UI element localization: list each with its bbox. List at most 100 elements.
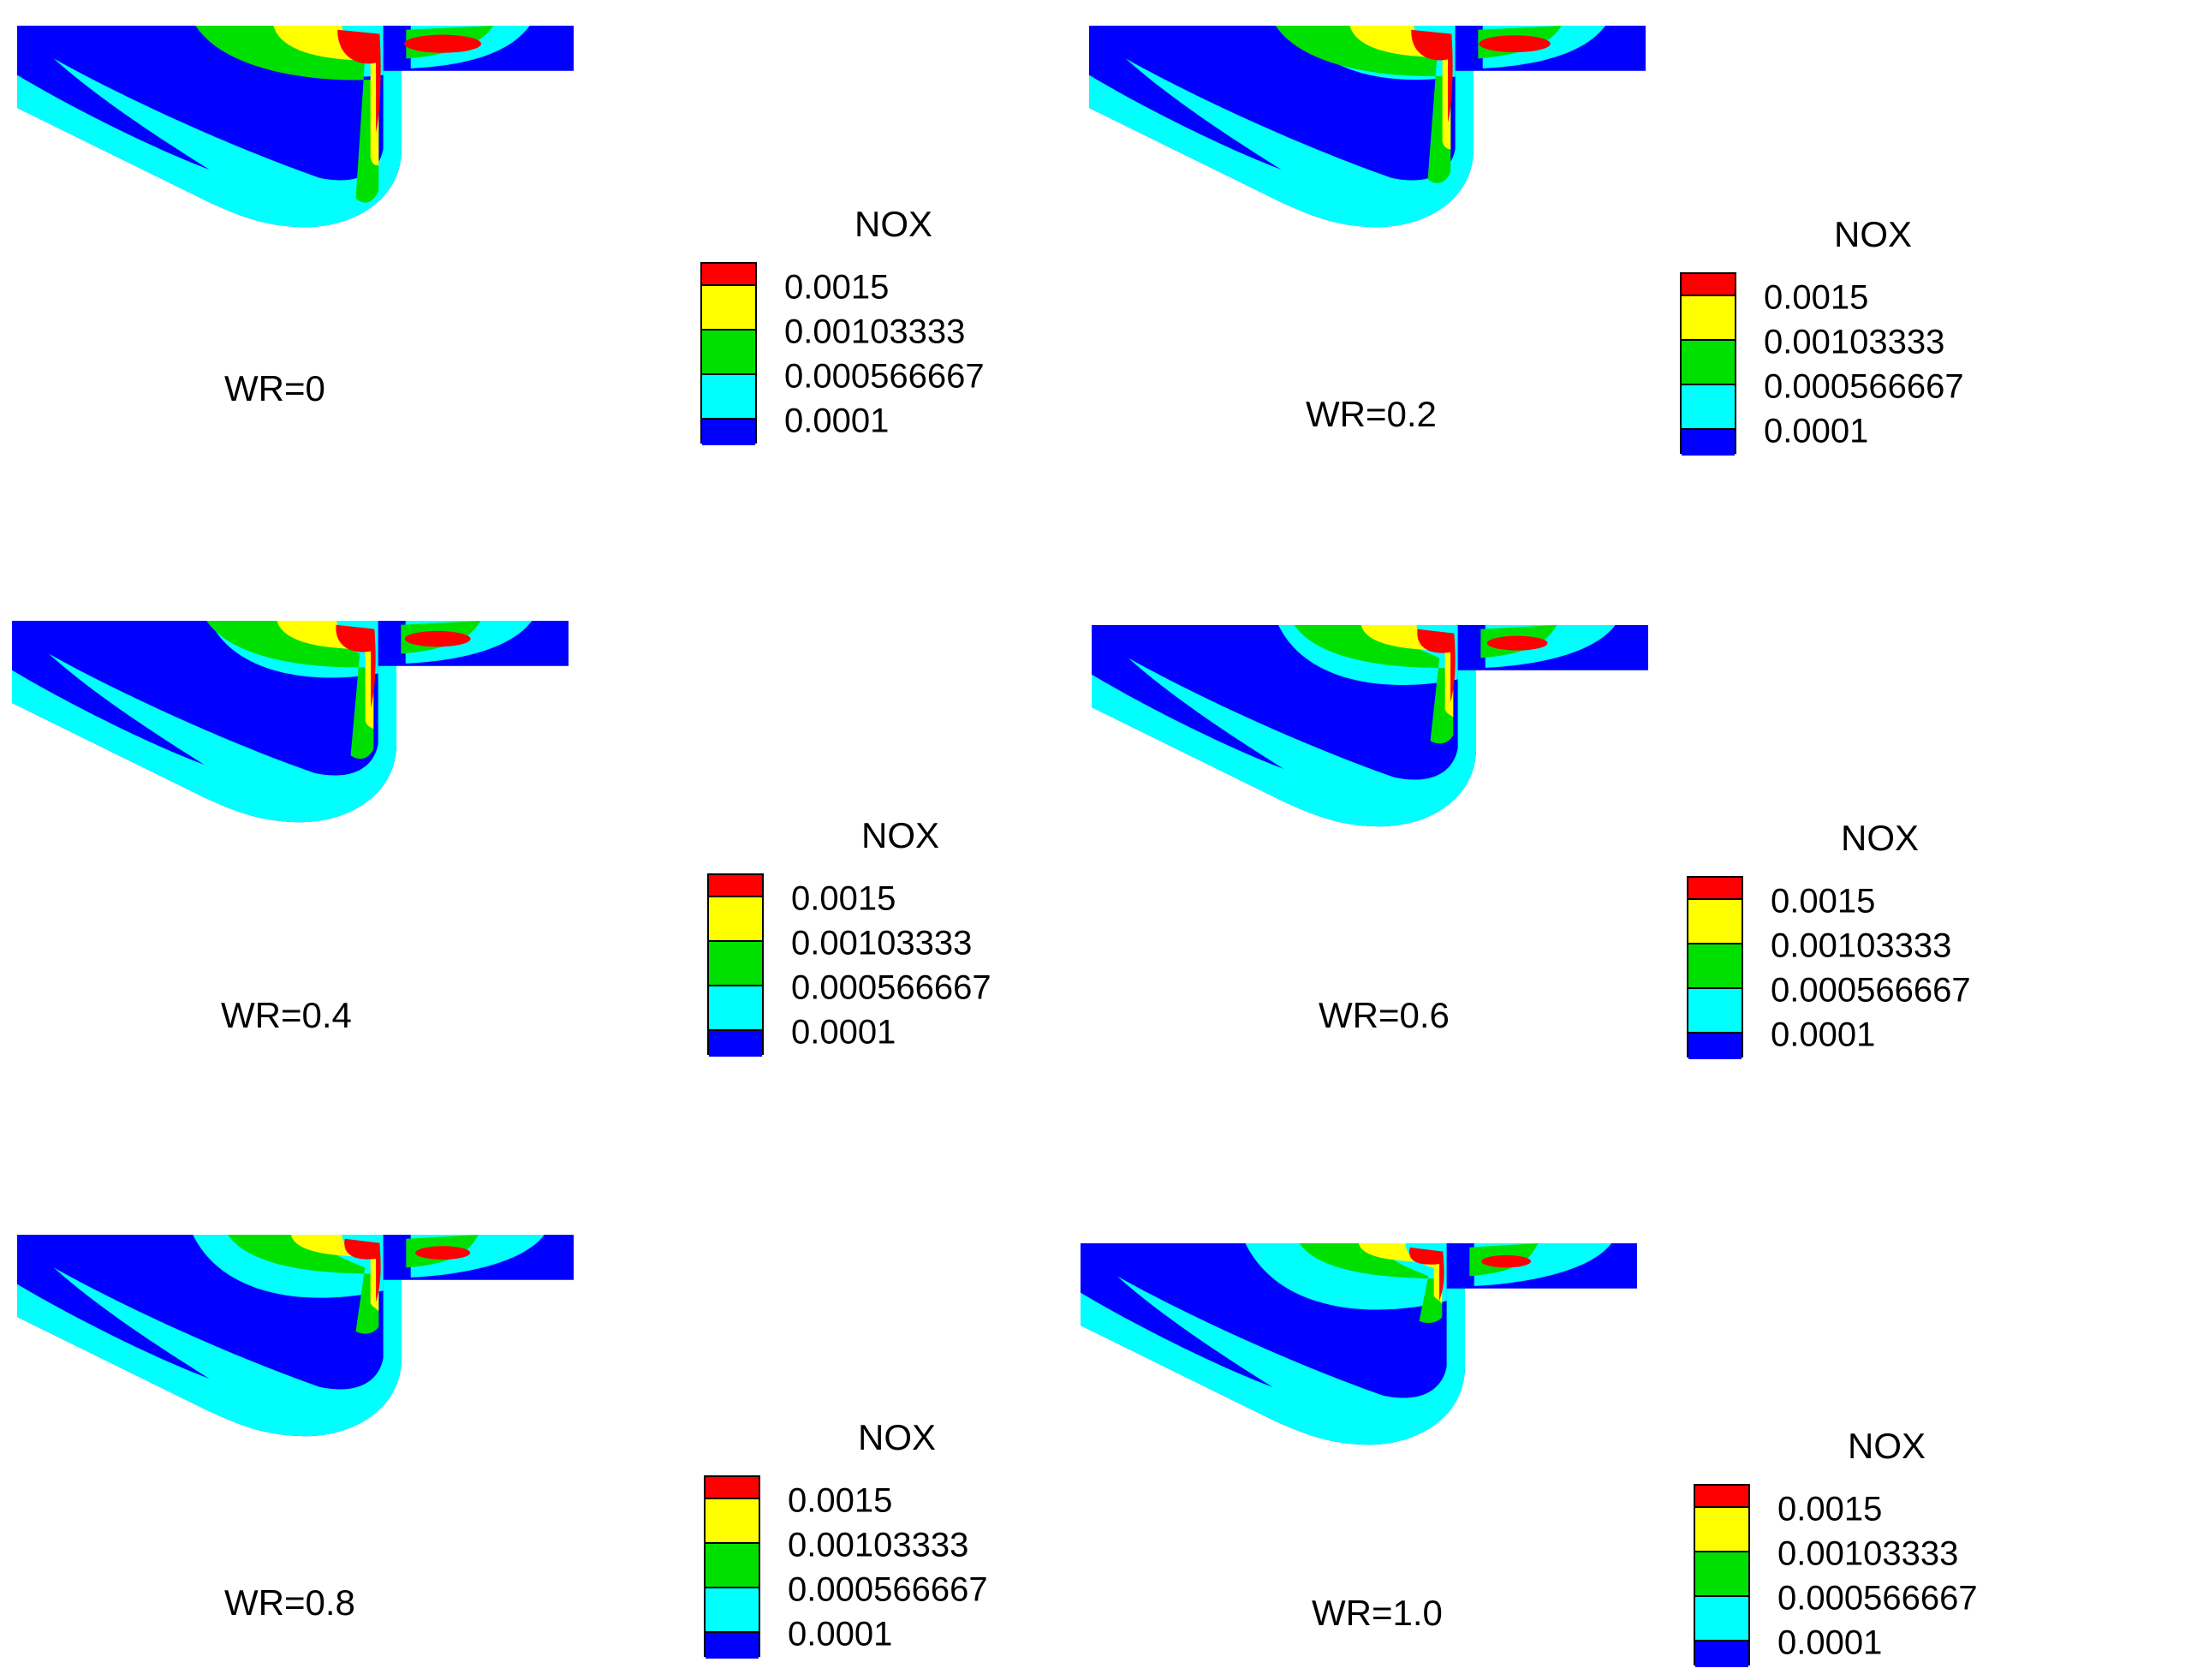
water-ratio-label: WR=0: [224, 368, 325, 408]
red-hotspot-channel: [404, 34, 482, 53]
legend-band-cyan: [702, 373, 755, 418]
legend-level-label: 0.000566667: [1777, 1579, 1978, 1617]
legend-band-cyan: [709, 985, 762, 1029]
legend-band-red: [702, 264, 755, 284]
yellow-zone: [290, 1235, 379, 1312]
legend-title: NOX: [854, 204, 933, 244]
legend-level-label: 0.0001: [784, 402, 890, 440]
cyan-jet-region: [1081, 1276, 1466, 1445]
red-hotspot-primary: [1411, 29, 1453, 123]
cyan-jet-region: [17, 1267, 402, 1437]
legend-band-green: [702, 329, 755, 373]
legend-level-label: 0.0001: [788, 1615, 893, 1653]
legend-band-red: [709, 875, 762, 896]
legend-color-bar: [1694, 1484, 1750, 1667]
legend-level-label: 0.0015: [784, 268, 890, 307]
legend-band-cyan: [1688, 987, 1742, 1032]
water-ratio-label: WR=1.0: [1312, 1593, 1443, 1633]
legend-band-red: [706, 1477, 759, 1498]
legend-level-label: 0.0001: [1777, 1623, 1883, 1662]
legend-level-label: 0.00103333: [1771, 926, 1952, 965]
red-hotspot-channel: [1481, 1254, 1531, 1268]
water-ratio-label: WR=0.8: [224, 1582, 355, 1623]
legend-color-bar: [1680, 272, 1736, 456]
legend-band-green: [1688, 943, 1742, 987]
legend-level-label: 0.000566667: [1771, 971, 1971, 1010]
cyan-jet-region: [1089, 58, 1474, 228]
red-hotspot-primary: [344, 1238, 381, 1302]
domain-region: [17, 1235, 574, 1437]
domain-region: [1081, 1243, 1637, 1445]
legend-band-yellow: [1688, 898, 1742, 943]
legend-level-label: 0.000566667: [791, 968, 991, 1007]
legend-title: NOX: [861, 815, 940, 855]
cyan-jet-region: [12, 653, 397, 823]
legend-level-label: 0.0015: [788, 1481, 893, 1520]
legend-color-bar: [1687, 876, 1743, 1059]
domain-region: [1089, 26, 1646, 228]
legend-level-label: 0.0015: [1777, 1490, 1883, 1528]
legend-level-label: 0.0001: [791, 1013, 896, 1051]
legend-band-green: [1695, 1551, 1748, 1595]
red-hotspot-primary: [1417, 629, 1456, 703]
legend-level-label: 0.00103333: [791, 924, 973, 962]
green-reaction-zone: [195, 26, 379, 203]
legend-band-blue: [1688, 1032, 1742, 1059]
red-hotspot-channel: [415, 1246, 471, 1260]
nox-contour-plot: [17, 26, 574, 228]
legend-band-red: [1682, 274, 1735, 295]
domain-region: [17, 26, 574, 228]
legend-band-green: [709, 940, 762, 985]
legend-band-cyan: [706, 1587, 759, 1631]
green-reaction-zone: [206, 621, 374, 760]
legend-band-blue: [709, 1029, 762, 1057]
nox-contour-plot: [17, 1235, 574, 1437]
legend-band-green: [706, 1542, 759, 1587]
legend-band-green: [1682, 339, 1735, 384]
legend-band-blue: [706, 1631, 759, 1659]
legend-level-label: 0.000566667: [784, 357, 985, 396]
legend-level-label: 0.0015: [1771, 882, 1876, 920]
legend-level-label: 0.00103333: [1777, 1534, 1959, 1573]
legend-title: NOX: [1834, 214, 1913, 254]
domain-region: [1092, 625, 1648, 827]
nox-contour-plot: [1089, 26, 1646, 228]
legend-band-cyan: [1695, 1595, 1748, 1640]
red-hotspot-primary: [1409, 1247, 1444, 1302]
legend-level-label: 0.0001: [1764, 412, 1869, 450]
nox-contour-plot: [1081, 1243, 1637, 1445]
legend-level-label: 0.0015: [1764, 278, 1869, 317]
water-ratio-label: WR=0.2: [1306, 394, 1437, 434]
legend-level-label: 0.0015: [791, 879, 896, 918]
cyan-jet-region: [17, 58, 402, 228]
red-hotspot-channel: [1479, 35, 1551, 53]
water-ratio-label: WR=0.6: [1319, 995, 1450, 1035]
legend-band-yellow: [1695, 1506, 1748, 1551]
green-reaction-zone: [1294, 625, 1454, 744]
legend-band-blue: [1682, 428, 1735, 456]
green-reaction-zone: [228, 1235, 379, 1334]
legend-level-label: 0.000566667: [1764, 367, 1964, 406]
green-reaction-zone: [1275, 26, 1451, 183]
legend-level-label: 0.00103333: [784, 313, 966, 351]
legend-color-bar: [707, 873, 764, 1057]
yellow-zone: [1359, 1243, 1443, 1305]
red-hotspot-primary: [337, 29, 381, 133]
legend-level-label: 0.000566667: [788, 1570, 988, 1609]
legend-band-yellow: [702, 284, 755, 329]
legend-title: NOX: [1848, 1426, 1926, 1466]
legend-band-red: [1688, 878, 1742, 898]
red-hotspot-channel: [404, 630, 471, 647]
domain-region: [12, 621, 569, 823]
legend-band-red: [1695, 1486, 1748, 1506]
nox-contour-plot: [1092, 625, 1648, 827]
green-reaction-zone: [1299, 1243, 1443, 1323]
nox-contour-plot: [12, 621, 569, 823]
legend-band-blue: [1695, 1640, 1748, 1667]
legend-title: NOX: [1841, 818, 1920, 858]
legend-color-bar: [700, 262, 757, 445]
legend-band-yellow: [709, 896, 762, 940]
legend-color-bar: [704, 1475, 760, 1659]
red-hotspot-primary: [336, 624, 376, 708]
legend-level-label: 0.0001: [1771, 1016, 1876, 1054]
